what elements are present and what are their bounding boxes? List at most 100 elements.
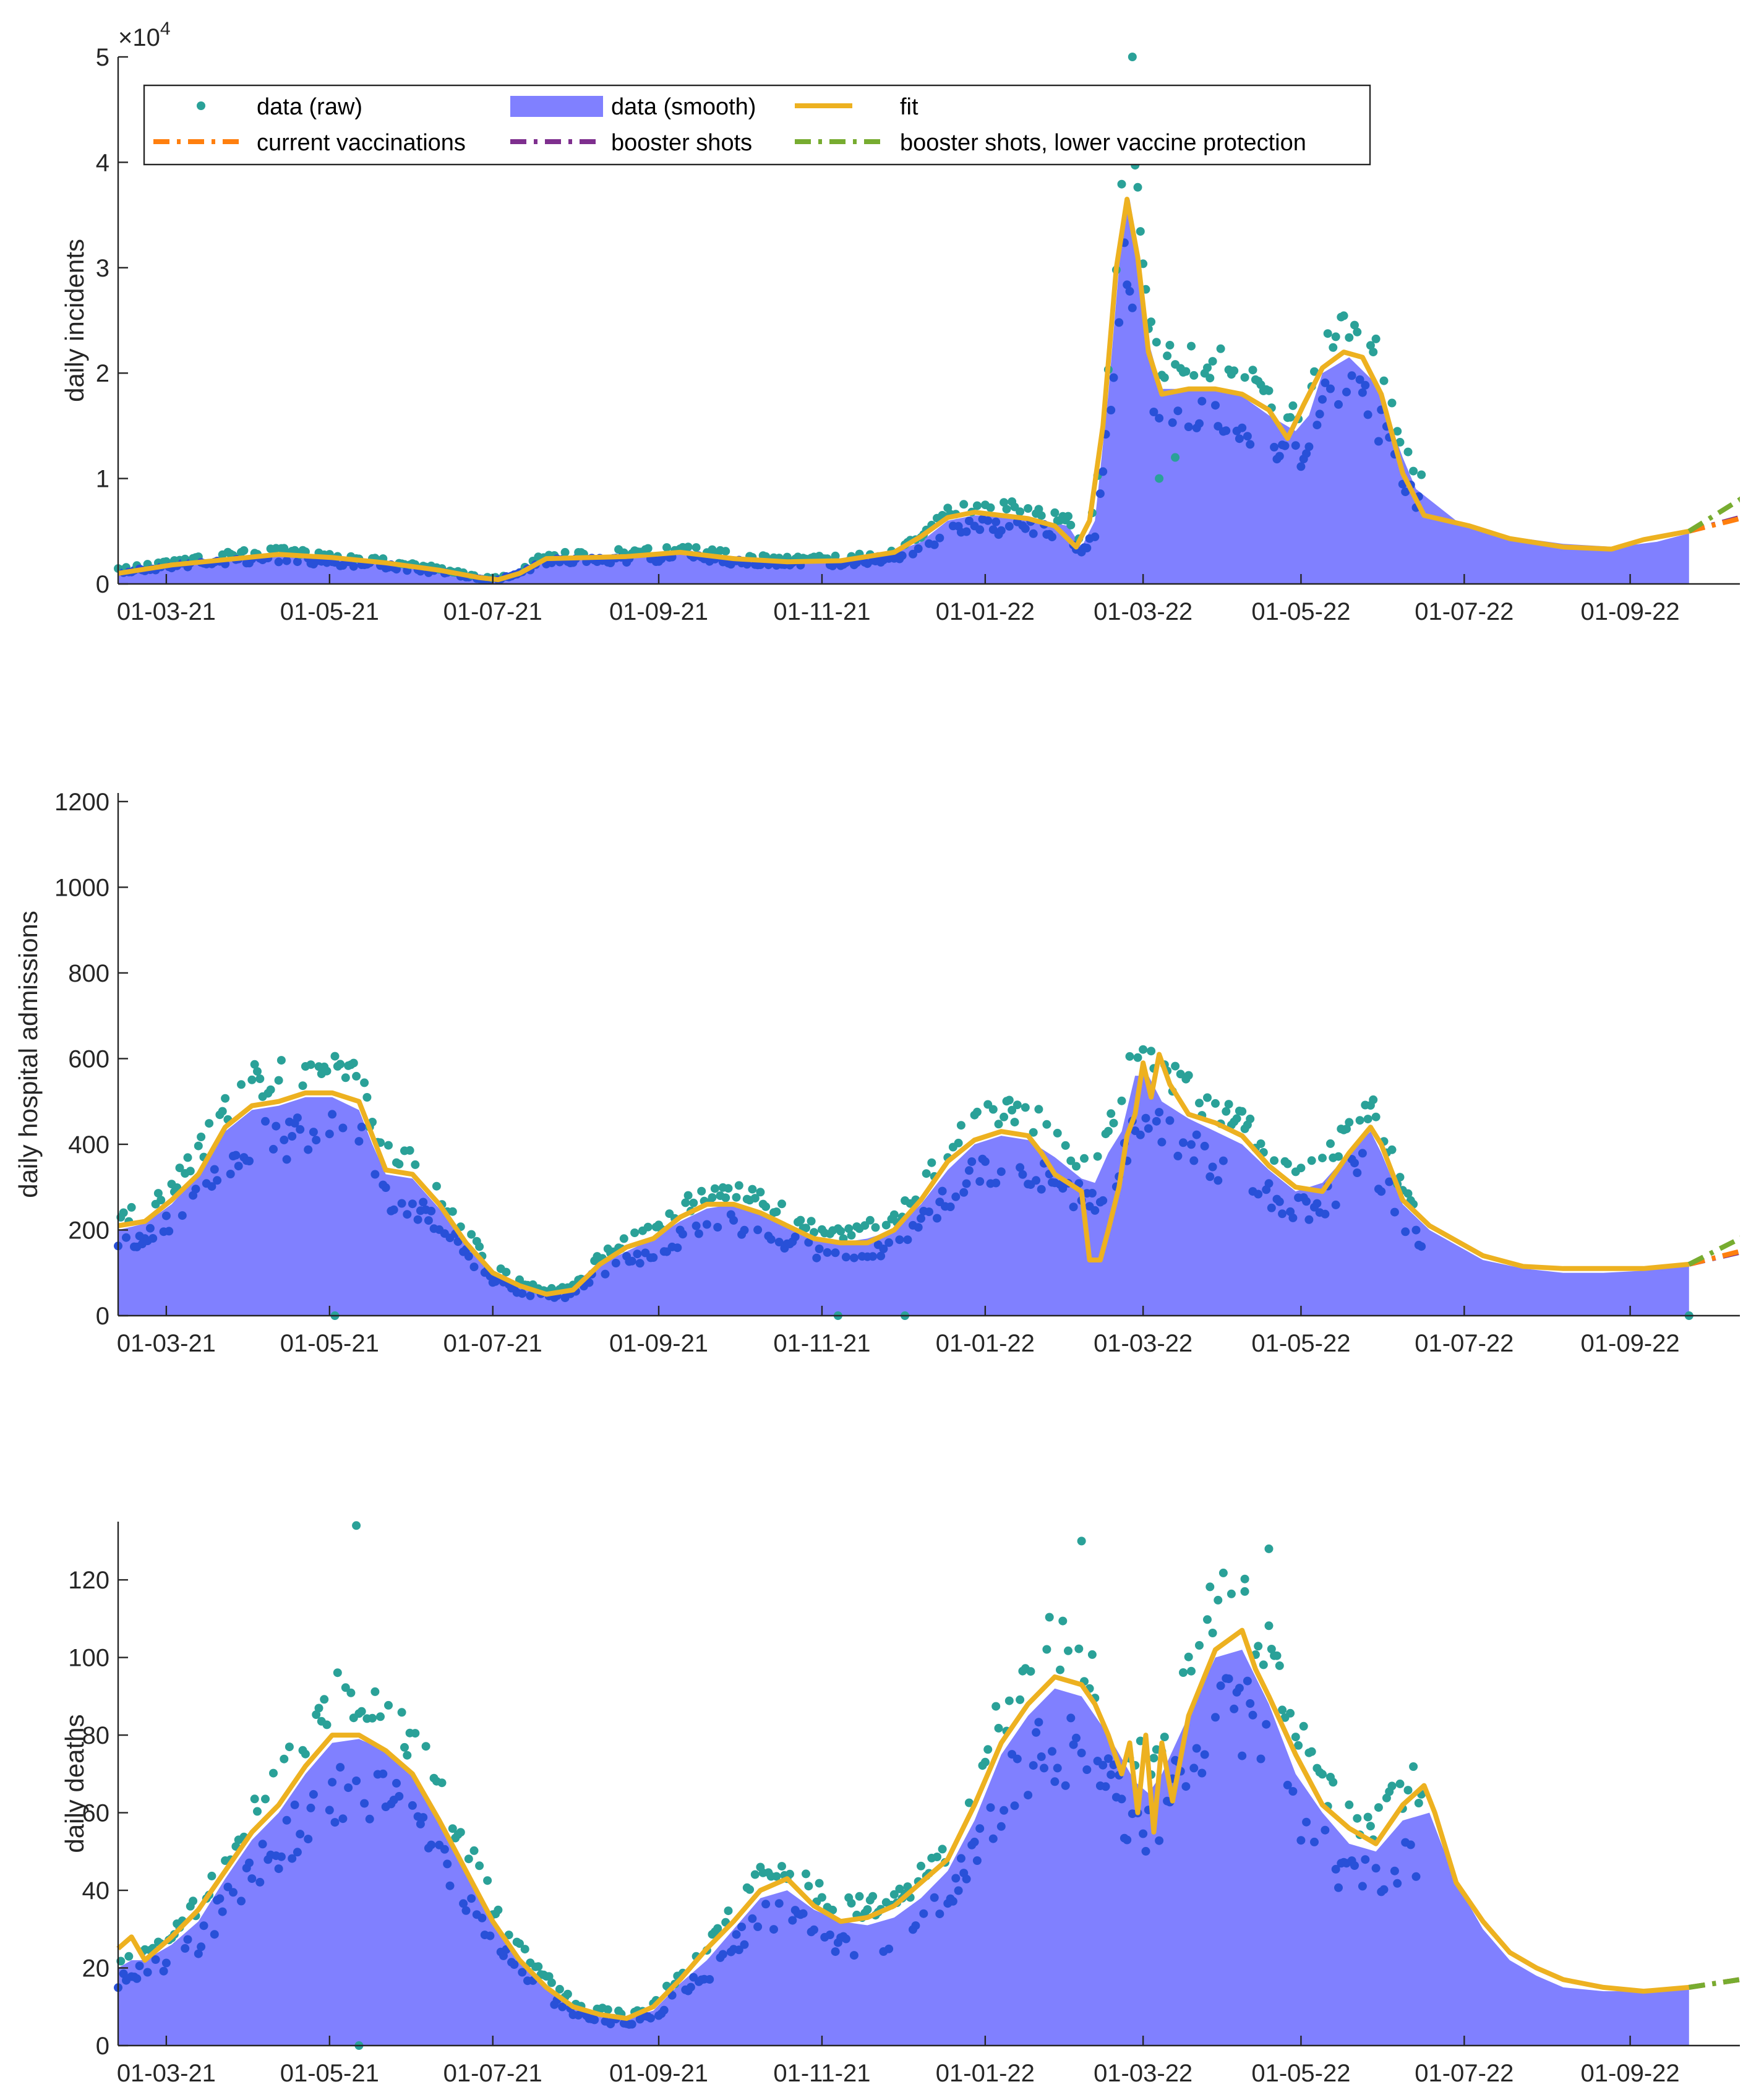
raw-point xyxy=(799,1909,808,1918)
raw-point xyxy=(967,1157,977,1166)
raw-point xyxy=(1291,441,1300,450)
raw-point xyxy=(261,1116,270,1126)
raw-point xyxy=(975,1177,985,1186)
raw-point xyxy=(1061,1141,1070,1150)
raw-outlier-point xyxy=(1077,1536,1086,1546)
raw-point xyxy=(972,501,982,510)
raw-point xyxy=(1163,351,1172,361)
raw-point xyxy=(477,1913,487,1922)
raw-point xyxy=(681,1198,690,1207)
raw-point xyxy=(972,1856,982,1865)
raw-point xyxy=(1377,1187,1386,1196)
raw-point xyxy=(980,1757,990,1767)
raw-point xyxy=(448,1207,457,1216)
raw-point xyxy=(309,1128,318,1137)
raw-point xyxy=(903,1235,912,1245)
raw-point xyxy=(911,1921,920,1931)
raw-point xyxy=(761,1202,771,1211)
raw-point xyxy=(194,1949,203,1958)
raw-point xyxy=(178,1211,187,1220)
raw-point xyxy=(1149,1754,1158,1763)
raw-point xyxy=(1275,452,1284,461)
raw-point xyxy=(469,1262,479,1272)
raw-point xyxy=(247,1075,257,1084)
raw-point xyxy=(419,1813,428,1822)
raw-point xyxy=(1406,1840,1415,1849)
raw-point xyxy=(986,503,995,512)
raw-point xyxy=(1395,1173,1405,1182)
raw-point xyxy=(338,1814,348,1824)
raw-point xyxy=(590,2015,599,2025)
raw-point xyxy=(1152,338,1161,347)
raw-point xyxy=(1021,1103,1030,1112)
raw-point xyxy=(253,1807,262,1816)
raw-point xyxy=(1230,366,1239,375)
raw-point xyxy=(686,1982,695,1992)
raw-point xyxy=(403,1751,412,1760)
raw-point xyxy=(646,2013,655,2023)
raw-point xyxy=(802,1224,810,1233)
raw-point xyxy=(1037,511,1046,520)
raw-point xyxy=(325,1806,334,1815)
raw-point xyxy=(601,1269,610,1279)
raw-point xyxy=(1080,1154,1089,1163)
raw-point xyxy=(210,1930,219,1939)
raw-point xyxy=(384,1700,393,1710)
raw-point xyxy=(1232,1114,1241,1123)
raw-point xyxy=(951,1192,961,1201)
raw-point xyxy=(1243,432,1252,441)
raw-point xyxy=(247,1874,257,1884)
raw-point xyxy=(1355,375,1364,384)
raw-point xyxy=(467,1230,476,1239)
x-tick-label: 01-03-22 xyxy=(1094,1330,1192,1357)
raw-point xyxy=(328,1110,337,1119)
raw-point xyxy=(1050,1777,1060,1786)
raw-point xyxy=(844,1224,854,1233)
raw-point xyxy=(1208,357,1217,366)
y-axis-label: daily hospital admissions xyxy=(14,911,43,1198)
raw-point xyxy=(432,1181,441,1191)
raw-point xyxy=(1240,373,1249,382)
y-tick-label: 40 xyxy=(82,1877,110,1905)
raw-point xyxy=(1171,1061,1180,1071)
raw-point xyxy=(753,1225,763,1235)
raw-point xyxy=(1379,376,1389,385)
raw-point xyxy=(1259,1660,1268,1669)
raw-point xyxy=(333,1668,342,1678)
raw-point xyxy=(183,1153,192,1162)
raw-point xyxy=(772,1872,781,1881)
raw-point xyxy=(1312,421,1322,430)
raw-point xyxy=(1107,1109,1116,1118)
raw-point xyxy=(897,551,907,560)
raw-point xyxy=(732,1193,741,1202)
raw-point xyxy=(1123,1835,1132,1845)
raw-point xyxy=(1144,1124,1153,1133)
raw-point xyxy=(1029,1761,1038,1770)
raw-point xyxy=(1286,413,1295,422)
raw-point xyxy=(721,1193,730,1202)
raw-point xyxy=(1189,1764,1199,1773)
raw-point xyxy=(627,2020,636,2029)
raw-point xyxy=(1264,1621,1274,1631)
raw-point xyxy=(1107,1770,1116,1780)
raw-point xyxy=(416,1819,425,1828)
raw-point xyxy=(1205,1172,1215,1181)
raw-point xyxy=(408,1801,417,1810)
raw-point xyxy=(1363,1115,1372,1124)
raw-point xyxy=(1275,1197,1284,1206)
raw-point xyxy=(293,557,302,567)
raw-point xyxy=(1403,1189,1413,1198)
raw-point xyxy=(338,1123,348,1133)
x-tick-label: 01-11-21 xyxy=(773,2060,870,2087)
raw-point xyxy=(935,1909,944,1919)
raw-point xyxy=(1136,227,1145,236)
raw-point xyxy=(1312,1199,1322,1208)
x-tick-label: 01-09-22 xyxy=(1581,1330,1680,1357)
raw-point xyxy=(1117,179,1126,189)
raw-point xyxy=(1331,1200,1340,1209)
raw-point xyxy=(261,1794,270,1804)
raw-point xyxy=(635,1259,644,1268)
raw-point xyxy=(1216,1681,1225,1691)
raw-point xyxy=(381,1183,390,1192)
raw-point xyxy=(143,1968,152,1977)
